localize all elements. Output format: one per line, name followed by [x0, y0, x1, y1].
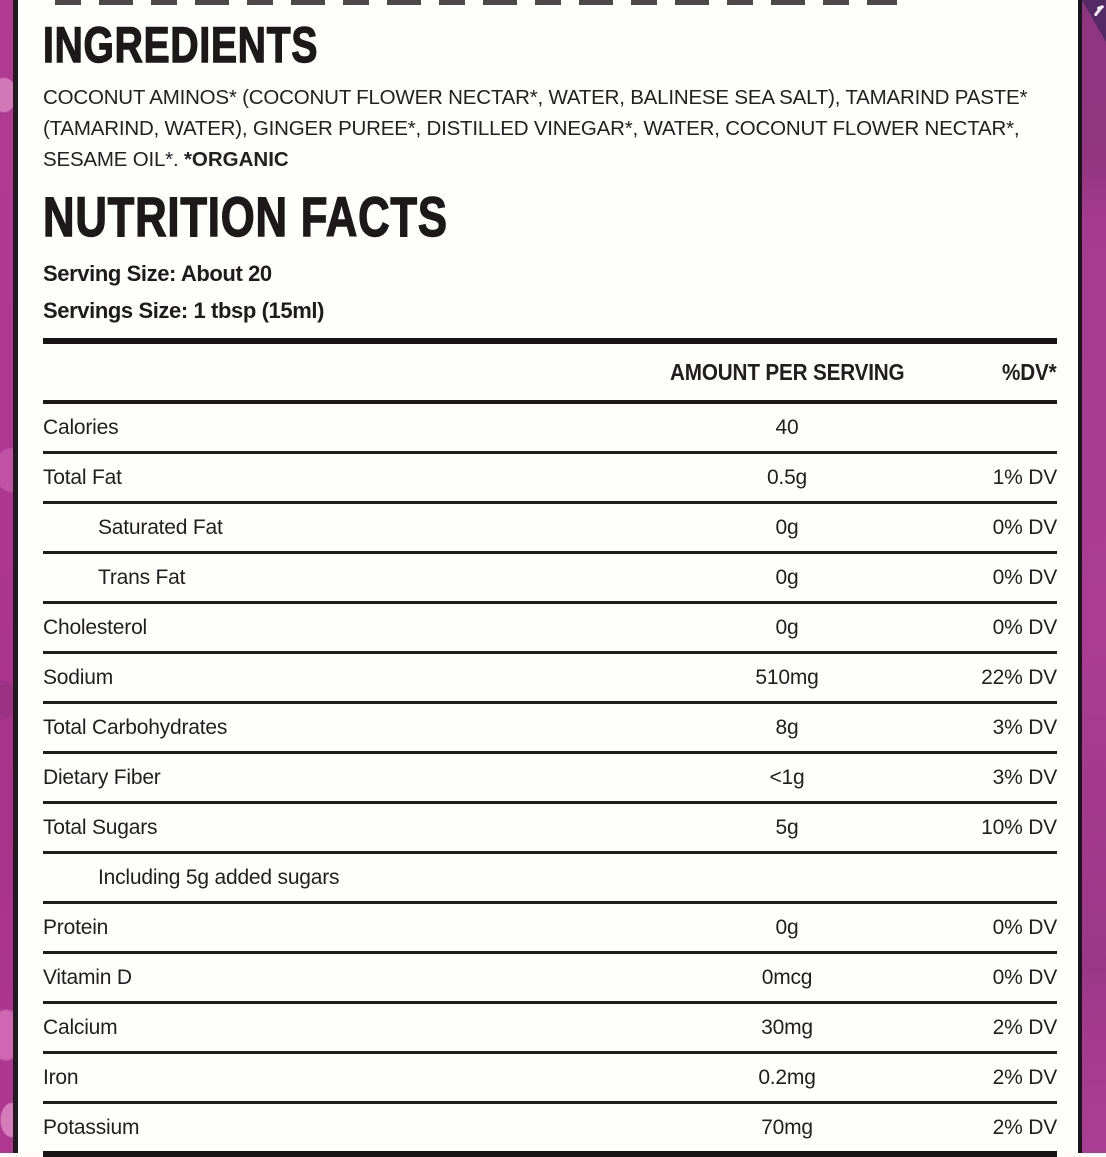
- organic-note: *ORGANIC: [183, 148, 289, 171]
- row-label: Calcium: [43, 1015, 118, 1039]
- ingredients-title-text: INGREDIENTS: [42, 17, 319, 73]
- row-label: Total Carbohydrates: [43, 715, 228, 739]
- row-dv: 3% DV: [992, 765, 1058, 789]
- table-row: Including 5g added sugars: [43, 854, 1057, 904]
- table-row: Vitamin D 0mcg 0% DV: [43, 954, 1057, 1004]
- label-panel: INGREDIENTS COCONUT AMINOS* (COCONUT FLO…: [18, 0, 1078, 1157]
- table-row: Dietary Fiber <1g 3% DV: [43, 754, 1057, 804]
- table-row: Protein 0g 0% DV: [43, 904, 1057, 954]
- ingredients-paragraph: COCONUT AMINOS* (COCONUT FLOWER NECTAR*,…: [43, 82, 1055, 175]
- row-amount: 0g: [775, 565, 799, 589]
- header-amount-text: AMOUNT PER SERVING: [669, 358, 905, 385]
- table-row: Iron 0.2mg 2% DV: [43, 1054, 1057, 1104]
- row-amount: 70mg: [761, 1115, 813, 1139]
- row-amount: 0mcg: [761, 965, 813, 989]
- row-dv: 10% DV: [981, 815, 1057, 839]
- nutrition-table: AMOUNT PER SERVING %DV* Calories 40 Tota…: [43, 338, 1057, 1157]
- header-dv-text: %DV*: [1002, 358, 1057, 385]
- row-dv: 0% DV: [992, 915, 1058, 939]
- table-header-row: AMOUNT PER SERVING %DV*: [43, 344, 1057, 400]
- row-label: Including 5g added sugars: [98, 865, 340, 889]
- table-row: Calories 40: [43, 404, 1057, 454]
- row-label: Protein: [43, 915, 109, 939]
- row-dv: 2% DV: [992, 1065, 1058, 1089]
- row-dv: 2% DV: [992, 1015, 1058, 1039]
- ingredients-title: INGREDIENTS: [42, 17, 1057, 73]
- table-row: Cholesterol 0g 0% DV: [43, 604, 1057, 654]
- table-row: Sodium 510mg 22% DV: [43, 654, 1057, 704]
- serving-size-line: Serving Size: About 20: [43, 261, 272, 286]
- row-dv: 0% DV: [992, 965, 1058, 989]
- row-dv: 0% DV: [992, 515, 1058, 539]
- row-amount: 0.2mg: [758, 1065, 816, 1089]
- row-dv: 0% DV: [992, 565, 1058, 589]
- row-dv: 0% DV: [992, 615, 1058, 639]
- packaging-art-left: [0, 0, 18, 1153]
- row-label: Dietary Fiber: [43, 765, 161, 789]
- table-row: Total Sugars 5g 10% DV: [43, 804, 1057, 854]
- table-row: Calcium 30mg 2% DV: [43, 1004, 1057, 1054]
- row-label: Iron: [43, 1065, 79, 1089]
- row-dv: 1% DV: [992, 465, 1058, 489]
- row-amount: 40: [775, 415, 799, 439]
- ingredients-list-text: COCONUT AMINOS* (COCONUT FLOWER NECTAR*,…: [43, 86, 1028, 171]
- row-amount: 0g: [775, 915, 799, 939]
- table-row: Potassium 70mg 2% DV: [43, 1104, 1057, 1157]
- row-dv: 22% DV: [981, 665, 1057, 689]
- servings-size-line: Servings Size: 1 tbsp (15ml): [43, 298, 324, 323]
- serving-info: Serving Size: About 20 Servings Size: 1 …: [43, 255, 1057, 329]
- row-amount: 30mg: [761, 1015, 813, 1039]
- row-label: Saturated Fat: [98, 515, 223, 539]
- row-amount: 510mg: [755, 665, 819, 689]
- header-amount-per-serving: AMOUNT PER SERVING: [647, 359, 927, 386]
- row-dv: 2% DV: [992, 1115, 1058, 1139]
- cropped-text-fragments: [55, 0, 897, 5]
- table-header-rule: [43, 400, 1057, 404]
- table-row: Total Fat 0.5g 1% DV: [43, 454, 1057, 504]
- row-amount: 0.5g: [766, 465, 808, 489]
- row-label: Potassium: [43, 1115, 140, 1139]
- row-amount: 5g: [775, 815, 799, 839]
- table-row: Trans Fat 0g 0% DV: [43, 554, 1057, 604]
- row-label: Trans Fat: [98, 565, 186, 589]
- row-label: Total Fat: [43, 465, 122, 489]
- row-label: Sodium: [43, 665, 114, 689]
- table-row: Total Carbohydrates 8g 3% DV: [43, 704, 1057, 754]
- row-dv: 3% DV: [992, 715, 1058, 739]
- row-amount: 0g: [775, 515, 799, 539]
- row-label: Calories: [43, 415, 119, 439]
- row-amount: 0g: [775, 615, 799, 639]
- row-amount: <1g: [769, 765, 805, 789]
- nutrition-table-body: Calories 40 Total Fat 0.5g 1% DV Saturat…: [43, 404, 1057, 1157]
- packaging-art-right: [1078, 0, 1106, 1153]
- row-label: Total Sugars: [43, 815, 158, 839]
- row-amount: 8g: [775, 715, 799, 739]
- table-row: Saturated Fat 0g 0% DV: [43, 504, 1057, 554]
- corner-sticker-icon: [1082, 0, 1106, 42]
- row-label: Vitamin D: [43, 965, 132, 989]
- header-percent-dv: %DV*: [927, 359, 1057, 386]
- nutrition-facts-title: NUTRITION FACTS: [42, 185, 1057, 248]
- table-top-rule: [43, 338, 1057, 344]
- nutrition-facts-title-text: NUTRITION FACTS: [42, 185, 448, 248]
- row-label: Cholesterol: [43, 615, 148, 639]
